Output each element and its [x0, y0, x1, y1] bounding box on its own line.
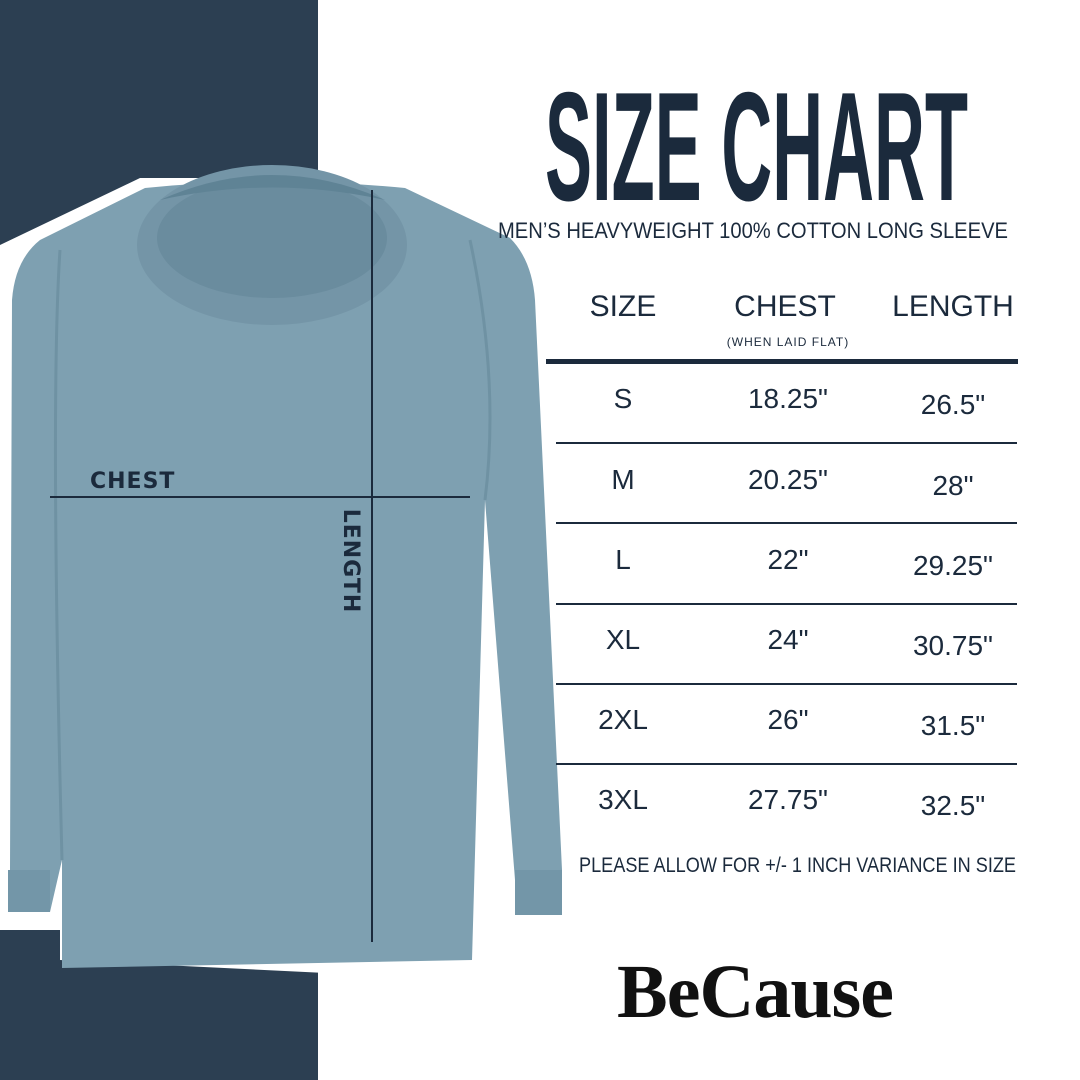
size-cell: M [611, 464, 635, 495]
neck-inner [160, 175, 385, 200]
header-size: SIZE [589, 290, 657, 323]
sleeve-seam-left [53, 249, 64, 861]
shirt-illustration [8, 165, 562, 968]
header-length: LENGTH [892, 290, 1014, 323]
length-cell: 31.5" [920, 710, 986, 741]
chest-label: CHEST [90, 469, 176, 494]
sleeve-seam-right [468, 239, 492, 501]
length-cell: 30.75" [912, 630, 993, 661]
chest-cell: 24" [767, 624, 809, 655]
row-divider [556, 442, 1017, 444]
size-cell: S [613, 383, 633, 414]
size-cell: 3XL [598, 784, 648, 815]
shirt-body [8, 181, 562, 968]
length-cell: 32.5" [920, 790, 986, 821]
cuff-left [8, 870, 50, 912]
row-divider [556, 603, 1017, 605]
header-divider [546, 359, 1018, 364]
chest-cell: 26" [767, 704, 809, 735]
row-divider [556, 522, 1017, 524]
cuff-right [515, 870, 562, 915]
row-divider [556, 683, 1017, 685]
size-cell: L [615, 544, 631, 575]
length-cell: 29.25" [912, 550, 993, 581]
variance-note: PLEASE ALLOW FOR +/- 1 INCH VARIANCE IN … [579, 854, 1016, 877]
length-label: LENGTH [338, 508, 363, 614]
chest-cell: 18.25" [747, 383, 828, 414]
header-chest-note: (WHEN LAID FLAT) [726, 335, 850, 349]
size-cell: 2XL [598, 704, 648, 735]
page-title: SIZE CHART [545, 60, 968, 233]
brand-logo: BeCause [617, 950, 894, 1034]
size-cell: XL [605, 624, 641, 655]
chest-cell: 22" [767, 544, 809, 575]
chest-cell: 27.75" [747, 784, 828, 815]
chest-cell: 20.25" [747, 464, 828, 495]
row-divider [556, 763, 1017, 765]
length-cell: 26.5" [920, 389, 986, 420]
header-chest: CHEST [734, 290, 836, 323]
neck-opening [157, 178, 387, 298]
length-cell: 28" [932, 470, 974, 501]
